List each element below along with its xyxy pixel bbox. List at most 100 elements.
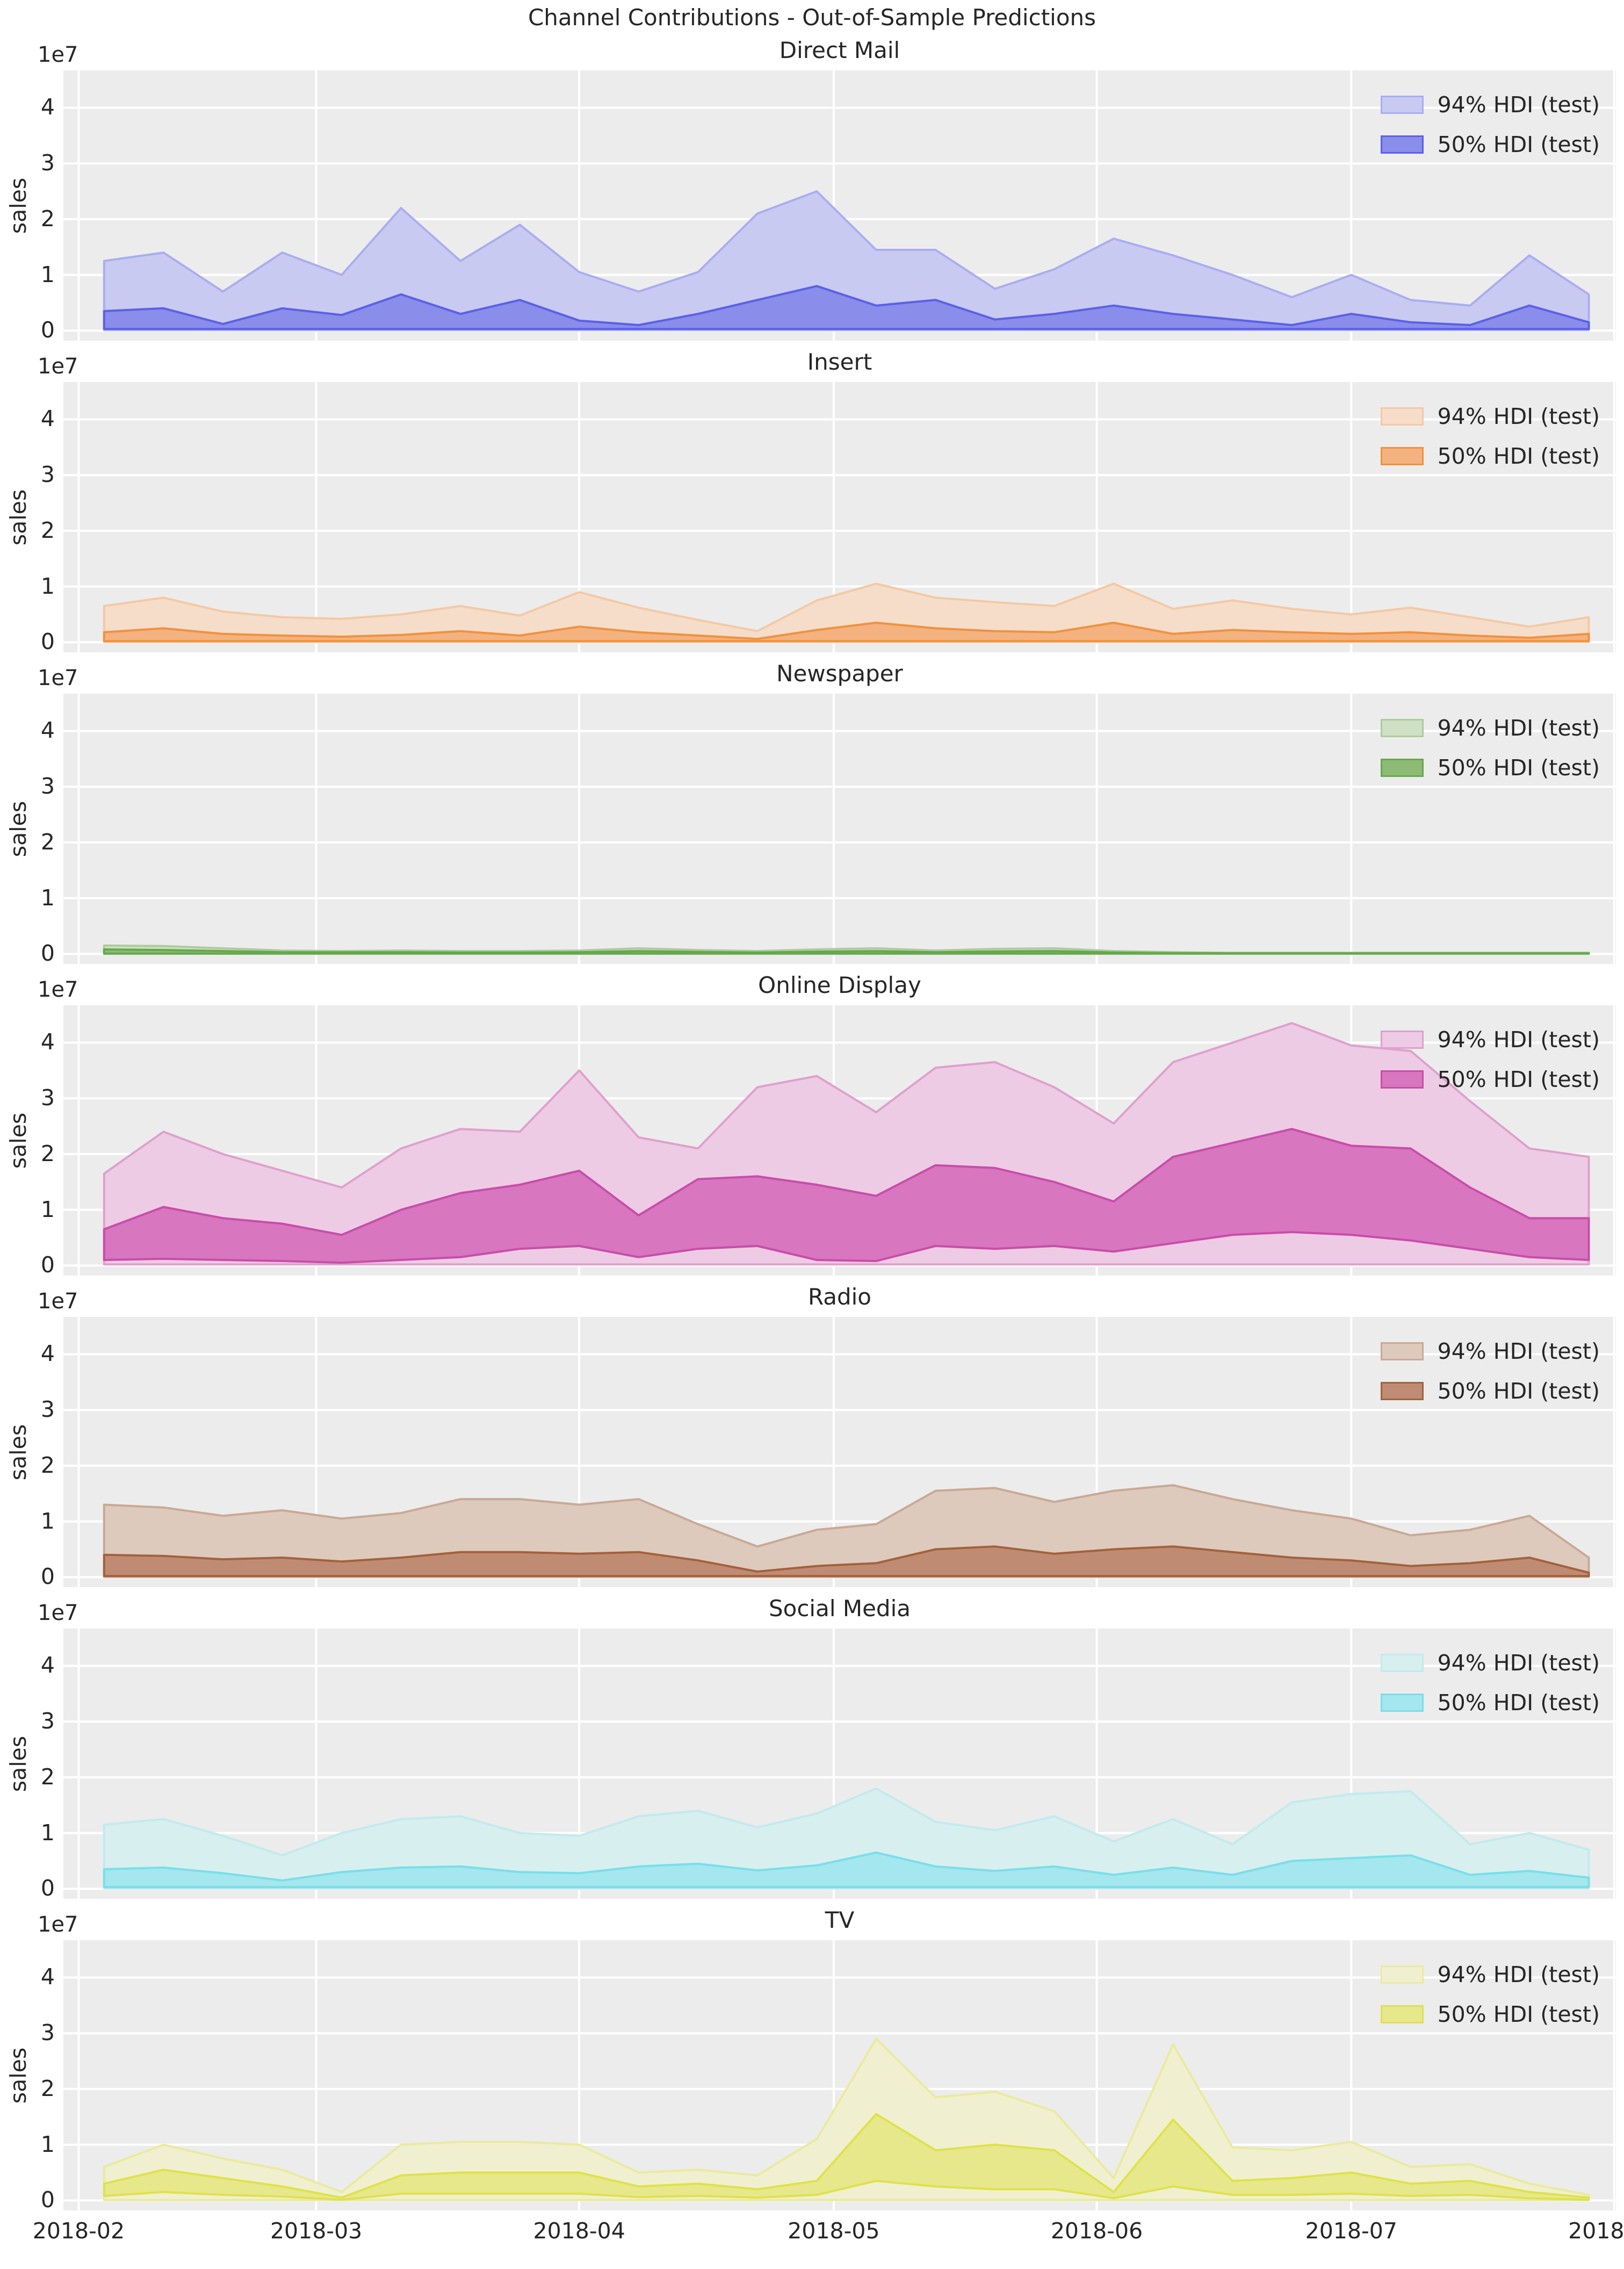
x-tick-label: 2018-05 <box>788 2218 880 2244</box>
legend-label: 50% HDI (test) <box>1437 1378 1600 1404</box>
y-axis-offset-label: 1e7 <box>38 977 78 1002</box>
legend-label: 94% HDI (test) <box>1437 1338 1600 1364</box>
legend-row: 94% HDI (test) <box>1380 1962 1600 1987</box>
subplot-title-newspaper: Newspaper <box>776 660 903 687</box>
subplot-title-insert: Insert <box>807 349 872 375</box>
x-tick-label: 2018-04 <box>533 2218 625 2244</box>
x-tick-label: 2018-08 <box>1568 2218 1624 2244</box>
y-tick-label: 3 <box>40 1396 55 1423</box>
legend-label: 94% HDI (test) <box>1437 1027 1600 1053</box>
legend-swatch-50-icon <box>1380 1694 1424 1712</box>
plot-area-social-media: 94% HDI (test) 50% HDI (test) <box>63 1629 1616 1899</box>
y-tick-label: 1 <box>40 2131 55 2157</box>
legend-swatch-94-icon <box>1380 719 1424 737</box>
subplot-title-online-display: Online Display <box>758 972 921 998</box>
y-tick-label: 1 <box>40 1196 55 1222</box>
plot-area-direct-mail: 94% HDI (test) 50% HDI (test) <box>63 70 1616 341</box>
y-tick-label: 2 <box>40 517 55 543</box>
y-tick-label: 0 <box>40 317 55 343</box>
legend-row: 94% HDI (test) <box>1380 404 1600 429</box>
legend-insert: 94% HDI (test) 50% HDI (test) <box>1380 404 1600 469</box>
legend-swatch-50-icon <box>1380 2005 1424 2023</box>
y-axis-offset-label: 1e7 <box>38 1289 78 1314</box>
legend-swatch-50-icon <box>1380 447 1424 465</box>
y-tick-label: 1 <box>40 1508 55 1534</box>
hdi50-band-online-display <box>103 1128 1590 1264</box>
legend-row: 50% HDI (test) <box>1380 1067 1600 1092</box>
y-tick-label: 2 <box>40 1763 55 1790</box>
legend-row: 50% HDI (test) <box>1380 2001 1600 2027</box>
chart-svg-radio <box>63 1317 1616 1587</box>
y-axis-offset-label: 1e7 <box>38 666 78 690</box>
y-tick-label: 2 <box>40 829 55 855</box>
legend-row: 50% HDI (test) <box>1380 755 1600 781</box>
y-tick-label: 2 <box>40 2075 55 2101</box>
x-tick-label: 2018-03 <box>270 2218 363 2244</box>
subplot-title-direct-mail: Direct Mail <box>779 37 900 63</box>
hdi50-band-newspaper <box>103 948 1590 955</box>
y-tick-label: 3 <box>40 462 55 488</box>
y-tick-label: 0 <box>40 1252 55 1278</box>
y-tick-label: 1 <box>40 1819 55 1846</box>
y-tick-label: 4 <box>40 717 55 744</box>
legend-row: 50% HDI (test) <box>1380 443 1600 469</box>
legend-swatch-94-icon <box>1380 1031 1424 1049</box>
legend-swatch-50-icon <box>1380 1070 1424 1089</box>
figure-title: Channel Contributions - Out-of-Sample Pr… <box>528 4 1096 31</box>
y-tick-label: 3 <box>40 150 55 176</box>
hdi50-band-radio <box>103 1545 1590 1578</box>
legend-online-display: 94% HDI (test) 50% HDI (test) <box>1380 1027 1600 1092</box>
x-tick-label: 2018-02 <box>32 2218 125 2244</box>
y-tick-label: 4 <box>40 94 55 120</box>
hdi50-band-tv <box>103 2113 1590 2201</box>
plot-area-online-display: 94% HDI (test) 50% HDI (test) <box>63 1005 1616 1276</box>
legend-label: 50% HDI (test) <box>1437 2001 1600 2027</box>
legend-swatch-94-icon <box>1380 407 1424 426</box>
plot-area-newspaper: 94% HDI (test) 50% HDI (test) <box>63 694 1616 964</box>
y-tick-label: 2 <box>40 1140 55 1166</box>
y-tick-label: 4 <box>40 1029 55 1055</box>
chart-svg-insert <box>63 382 1616 652</box>
legend-row: 50% HDI (test) <box>1380 132 1600 157</box>
y-axis-offset-label: 1e7 <box>38 354 78 379</box>
legend-swatch-50-icon <box>1380 759 1424 777</box>
y-tick-label: 0 <box>40 940 55 967</box>
y-tick-label: 1 <box>40 261 55 287</box>
legend-label: 94% HDI (test) <box>1437 1650 1600 1676</box>
chart-svg-tv <box>63 1940 1616 2210</box>
legend-row: 94% HDI (test) <box>1380 1338 1600 1364</box>
legend-label: 50% HDI (test) <box>1437 443 1600 469</box>
chart-svg-social-media <box>63 1629 1616 1899</box>
plot-area-insert: 94% HDI (test) 50% HDI (test) <box>63 382 1616 652</box>
y-axis-offset-label: 1e7 <box>38 1912 78 1937</box>
hdi50-band-social-media <box>103 1851 1590 1889</box>
chart-svg-online-display <box>63 1005 1616 1276</box>
legend-swatch-50-icon <box>1380 1382 1424 1400</box>
legend-swatch-94-icon <box>1380 1654 1424 1672</box>
chart-svg-newspaper <box>63 694 1616 964</box>
plot-area-radio: 94% HDI (test) 50% HDI (test) <box>63 1317 1616 1587</box>
y-tick-label: 0 <box>40 1875 55 1901</box>
legend-radio: 94% HDI (test) 50% HDI (test) <box>1380 1338 1600 1404</box>
legend-row: 50% HDI (test) <box>1380 1690 1600 1716</box>
legend-label: 94% HDI (test) <box>1437 1962 1600 1987</box>
y-axis-offset-label: 1e7 <box>38 42 78 67</box>
hdi94-band-social-media <box>103 1787 1590 1890</box>
y-tick-label: 0 <box>40 1564 55 1590</box>
hdi50-band-direct-mail <box>103 285 1590 330</box>
y-tick-label: 2 <box>40 1452 55 1478</box>
y-tick-label: 2 <box>40 205 55 232</box>
legend-label: 94% HDI (test) <box>1437 715 1600 741</box>
subplot-title-tv: TV <box>825 1907 855 1933</box>
legend-row: 94% HDI (test) <box>1380 1027 1600 1053</box>
y-tick-label: 0 <box>40 629 55 655</box>
hdi94-band-direct-mail <box>103 190 1590 332</box>
plot-area-tv: 94% HDI (test) 50% HDI (test) <box>63 1940 1616 2210</box>
legend-label: 50% HDI (test) <box>1437 1690 1600 1716</box>
legend-direct-mail: 94% HDI (test) 50% HDI (test) <box>1380 92 1600 157</box>
legend-swatch-94-icon <box>1380 1342 1424 1360</box>
legend-tv: 94% HDI (test) 50% HDI (test) <box>1380 1962 1600 2027</box>
y-tick-label: 3 <box>40 1085 55 1111</box>
y-tick-label: 0 <box>40 2187 55 2213</box>
